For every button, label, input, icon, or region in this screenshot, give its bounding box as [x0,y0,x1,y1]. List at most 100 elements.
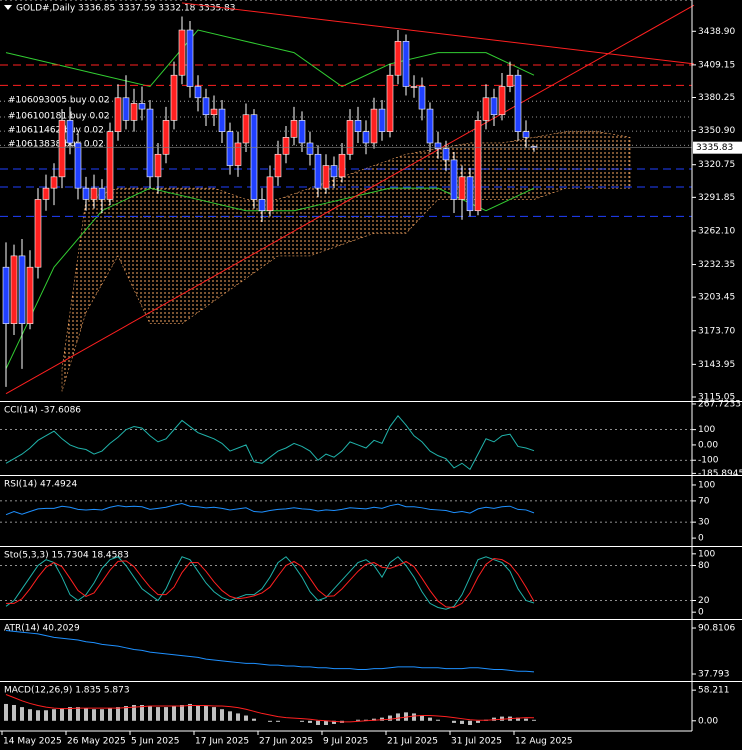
y-tick-label: 3409.15 [698,60,735,70]
candle-body [522,131,530,138]
macd-bar [236,713,240,721]
candle-body [250,114,258,200]
current-price: 3335.83 [696,143,733,153]
candle-body [442,148,450,161]
candle-body [26,266,34,324]
macd-bar [420,715,424,721]
macd-bar [164,707,168,721]
y-tick-label: 3115.05 [698,393,735,403]
y-tick-label: 100 [698,480,715,490]
trendline [181,2,695,65]
candle-body [18,255,26,324]
x-tick-label: 17 Jun 2025 [195,737,249,747]
candle-body [122,97,130,121]
macd-bar [212,707,216,721]
macd-bar [492,717,496,721]
panel-title: Sto(5,3,3) 15.7304 18.4583 [4,551,129,561]
macd-bar [68,707,72,721]
y-tick-label: 20 [698,596,710,606]
macd-bar [332,720,336,724]
macd-bar [500,716,504,721]
price-box [693,141,742,154]
macd-bar [404,712,408,721]
candle-body [394,41,402,76]
candle-body [434,142,442,149]
x-tick-label: 12 Aug 2025 [515,737,573,747]
candle-body [402,41,410,87]
macd-bar [380,717,384,721]
macd-bar [316,720,320,725]
candle-body [322,165,330,189]
order-label: #106100181 buy 0.02 [8,111,110,121]
candle-body [146,108,154,178]
y-tick-label: 3320.75 [698,160,735,170]
candle-body [426,108,434,144]
macd-bar [12,705,16,721]
indicator-line [5,629,535,673]
macd-bar [356,719,360,721]
y-tick-label: 0 [698,534,704,544]
macd-bar [36,710,40,721]
candle-body [266,176,274,212]
macd-bar [156,707,160,721]
candle-body [50,176,58,189]
macd-bar [468,720,472,725]
candle-body [226,131,234,166]
y-tick-label: 80 [698,561,710,571]
macd-bar [388,715,392,721]
macd-bar [84,708,88,721]
macd-bar [516,717,520,721]
macd-bar [44,710,48,721]
candle-body [474,120,482,212]
x-tick-label: 14 May 2025 [3,737,62,747]
panel-title: CCI(14) -37.6086 [4,406,81,416]
macd-bar [244,715,248,721]
macd-bar [252,718,256,721]
candle-body [378,108,386,132]
candle-body [258,199,266,212]
candle-body [178,29,186,76]
candle-body [170,74,178,121]
macd-bar [28,709,32,721]
y-tick-label: 0 [698,608,704,618]
candle-body [498,86,506,116]
candle-body [490,97,498,116]
macd-bar [92,709,96,721]
chart-title: GOLD#,Daily 3336.85 3337.59 3332.18 3335… [16,4,236,14]
macd-bar [412,713,416,721]
candle-body [98,187,106,200]
candle-body [114,97,122,132]
macd-bar [172,706,176,721]
candle-body [354,120,362,132]
y-tick-label: 3438.90 [698,27,735,37]
candle-body [218,108,226,132]
candle-body [362,131,370,144]
candle-body [58,120,66,178]
x-tick-label: 27 Jun 2025 [259,737,313,747]
menu-arrow[interactable] [4,5,12,10]
macd-bar [132,705,136,721]
y-tick-label: 0.00 [698,716,718,726]
order-label: #10613838 buy 0.02 [8,140,104,150]
candle-body [298,120,306,144]
y-tick-label: 3232.35 [698,260,735,270]
macd-bar [124,706,128,721]
y-tick-label: 3291.85 [698,193,735,203]
candle-body [346,120,354,155]
panel-title: RSI(14) 47.4924 [4,480,77,490]
y-tick-label: -100 [698,456,719,466]
candle-body [458,176,466,200]
macd-bar [60,708,64,721]
candle-body [194,86,202,99]
candle-body [90,187,98,200]
macd-bar [52,709,56,721]
macd-bar [268,720,272,722]
macd-bar [532,719,536,721]
candle-body [154,153,162,178]
candle-body [186,29,194,87]
candle-body [418,86,426,110]
candle-body [386,74,394,132]
macd-bar [220,709,224,721]
candle-body [10,255,18,324]
